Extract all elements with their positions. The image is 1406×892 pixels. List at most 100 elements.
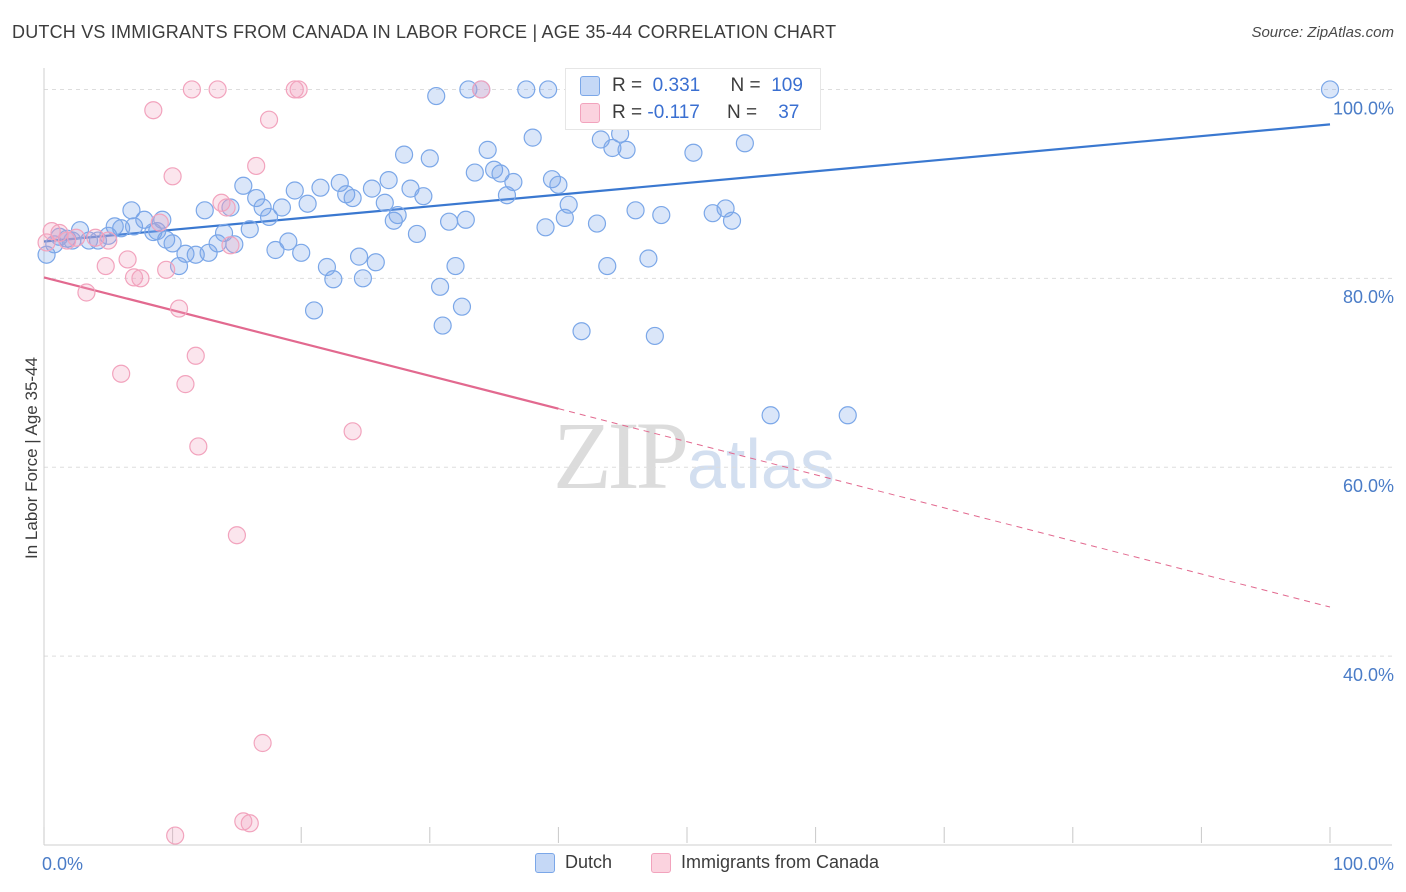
dutch-trend-line (43, 123, 1331, 243)
trend-lines (43, 123, 1331, 608)
x-tick-label: 0.0% (42, 854, 83, 874)
dutch-point (195, 201, 214, 220)
canada-point (343, 422, 362, 441)
dutch-point (304, 301, 324, 320)
canada-point (189, 437, 208, 456)
canada-point (67, 228, 86, 247)
legend-label-dutch: Dutch (565, 852, 613, 872)
canada-point (253, 733, 272, 753)
dutch-point (272, 198, 292, 217)
dutch-point (735, 134, 754, 153)
dutch-point (163, 234, 182, 253)
canada-point (96, 256, 115, 276)
dutch-point (587, 214, 607, 233)
canada-point (240, 814, 259, 833)
canada-point (247, 156, 266, 176)
dutch-point (684, 143, 703, 162)
source-label: Source: ZipAtlas.com (1251, 24, 1394, 41)
dutch-point (722, 211, 742, 230)
canada-point (124, 268, 144, 287)
dutch-point (135, 210, 154, 229)
dutch-point (439, 212, 459, 231)
y-tick-label: 60.0% (1343, 476, 1394, 496)
dutch-point (598, 256, 617, 276)
y-tick-label: 100.0% (1333, 98, 1394, 118)
dutch-point (456, 210, 475, 229)
dutch-point (478, 140, 497, 159)
dutch-point (311, 178, 330, 197)
dutch-point (491, 164, 510, 183)
r-value: -0.117 (647, 102, 700, 123)
dutch-point (285, 181, 304, 200)
dutch-point (459, 80, 478, 99)
canada-point (234, 812, 253, 831)
canada-point (150, 213, 169, 232)
dutch-point (517, 80, 536, 99)
legend-label-canada: Immigrants from Canada (681, 852, 880, 872)
dutch-point (379, 171, 398, 190)
dutch-point (427, 86, 446, 106)
dutch-point (153, 210, 172, 229)
dutch-point (362, 179, 382, 198)
y-tick-label: 80.0% (1343, 287, 1394, 307)
dutch-point (645, 326, 664, 346)
dutch-point (240, 220, 259, 239)
dutch-point (375, 193, 394, 212)
dutch-point (221, 198, 240, 217)
canada-trend-line (43, 276, 559, 410)
dutch-point (124, 217, 144, 236)
dutch-point (298, 194, 317, 213)
stats-row-canada: R = -0.117 N = 37 (580, 100, 799, 126)
dutch-point (626, 201, 645, 220)
canada-point (186, 346, 205, 365)
dutch-point (559, 195, 578, 214)
stats-box: R = 0.331 N = 109 R = -0.117 N = 37 (565, 68, 821, 130)
dutch-point (572, 322, 591, 341)
dutch-swatch (580, 76, 600, 96)
legend-item-canada[interactable]: Immigrants from Canada (651, 852, 879, 873)
n-value: 37 (778, 102, 800, 123)
dutch-point (433, 316, 452, 335)
dutch-point (366, 253, 385, 272)
canada-point (472, 80, 491, 99)
data-points (37, 80, 1340, 845)
dutch-point (253, 198, 272, 217)
dutch-point (266, 240, 285, 260)
dutch-point (446, 256, 465, 276)
dutch-point (603, 138, 622, 158)
stats-row-dutch: R = 0.331 N = 109 (580, 73, 803, 99)
canada-trend-extension (558, 408, 1331, 608)
dutch-point (1320, 80, 1340, 99)
dutch-point (388, 205, 407, 225)
dutch-point (292, 243, 311, 262)
dutch-point (234, 176, 253, 195)
legend-swatch-dutch (535, 852, 555, 873)
dutch-point (407, 224, 427, 244)
dutch-point (838, 406, 857, 425)
canada-point (208, 80, 227, 99)
dutch-point (652, 205, 671, 225)
dutch-point (343, 188, 362, 208)
canada-point (166, 826, 185, 845)
n-label: N = (730, 75, 761, 96)
dutch-point (430, 277, 450, 296)
canada-point (99, 231, 118, 250)
canada-point (131, 269, 150, 288)
dutch-point (420, 149, 439, 168)
canada-point (112, 364, 131, 383)
legend: Dutch Immigrants from Canada (0, 852, 1406, 878)
canada-point (221, 236, 240, 255)
canada-point (182, 80, 201, 99)
legend-item-dutch[interactable]: Dutch (535, 852, 612, 873)
dutch-point (394, 145, 414, 164)
dutch-point (465, 163, 484, 182)
x-tick-label: 100.0% (1333, 854, 1394, 874)
canada-point (227, 526, 246, 545)
canada-point (169, 299, 189, 318)
dutch-point (247, 188, 266, 208)
n-value: 109 (771, 75, 803, 96)
dutch-point (414, 187, 433, 206)
canada-point (217, 198, 236, 217)
tick-labels: 0.0% 100.0% 100.0% 80.0% 60.0% 40.0% (42, 98, 1394, 874)
dutch-point (761, 406, 780, 425)
